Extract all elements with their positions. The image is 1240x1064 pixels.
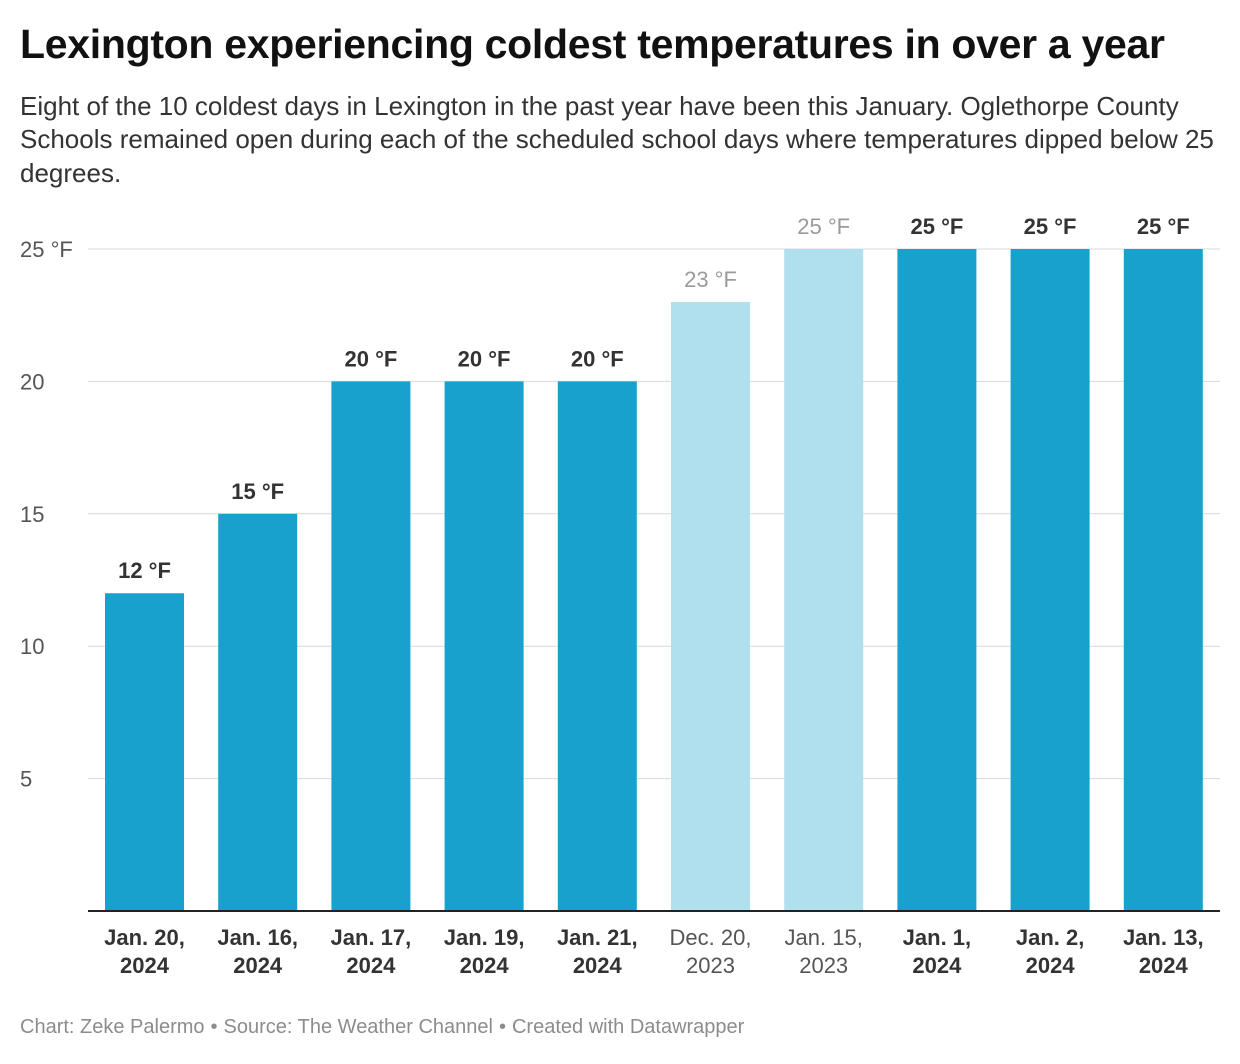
footer-separator: • — [210, 1016, 218, 1038]
y-tick-label: 10 — [20, 634, 44, 659]
x-tick-label: Jan. 1, 2024 — [903, 925, 971, 978]
y-tick-label: 15 — [20, 502, 44, 527]
data-label: 25 °F — [910, 214, 963, 239]
bar — [444, 381, 524, 911]
data-label: 25 °F — [1024, 214, 1077, 239]
x-tick-label: Jan. 13, 2024 — [1123, 925, 1204, 978]
bar — [1123, 249, 1203, 911]
footer-source: Source: The Weather Channel — [223, 1016, 493, 1038]
bar — [557, 381, 637, 911]
bar — [897, 249, 977, 911]
bar — [1010, 249, 1090, 911]
data-label: 25 °F — [797, 214, 850, 239]
y-tick-label: 20 — [20, 369, 44, 394]
data-label: 20 °F — [458, 346, 511, 371]
bar — [671, 301, 750, 912]
x-tick-label: Jan. 16, 2024 — [217, 925, 298, 978]
x-tick-label: Jan. 19, 2024 — [444, 925, 525, 978]
bar — [784, 249, 864, 911]
x-tick-label: Jan. 21, 2024 — [557, 925, 638, 978]
y-tick-label: 25 °F — [20, 237, 73, 262]
chart-subtitle: Eight of the 10 coldest days in Lexingto… — [20, 91, 1214, 188]
footer-credit: Created with Datawrapper — [511, 1016, 745, 1038]
data-label: 12 °F — [118, 558, 171, 583]
bar — [105, 593, 184, 911]
footer-author: Chart: Zeke Palermo — [20, 1016, 205, 1038]
chart-title: Lexington experiencing coldest temperatu… — [20, 21, 1165, 67]
bar — [331, 381, 411, 911]
bars — [105, 249, 1203, 912]
x-axis: Jan. 20, 2024 Jan. 16, 2024 Jan. 17, 2024 Jan.… — [88, 910, 1220, 978]
data-label: 15 °F — [231, 479, 284, 504]
data-label: 20 °F — [344, 346, 397, 371]
chart-footer: Chart: Zeke Palermo • Source: The Weather … — [20, 1016, 744, 1039]
y-tick-label: 5 — [20, 767, 32, 792]
data-label: 25 °F — [1137, 214, 1190, 239]
data-label: 23 °F — [684, 267, 737, 292]
x-tick-label: Jan. 20, 2024 — [104, 925, 185, 978]
x-tick-label: Jan. 15, 2023 — [785, 925, 863, 978]
footer-separator: • — [498, 1016, 506, 1038]
data-label: 20 °F — [571, 346, 624, 371]
x-tick-label: Jan. 2, 2024 — [1016, 925, 1084, 978]
x-tick-label: Jan. 17, 2024 — [331, 925, 412, 978]
bar — [218, 513, 298, 911]
data-labels: 12 °F 15 °F 20 °F 20 °F 20 °F 23 °F 25 °F 25 °F… — [118, 214, 1190, 583]
x-tick-label: Dec. 20, 2023 — [670, 925, 752, 978]
